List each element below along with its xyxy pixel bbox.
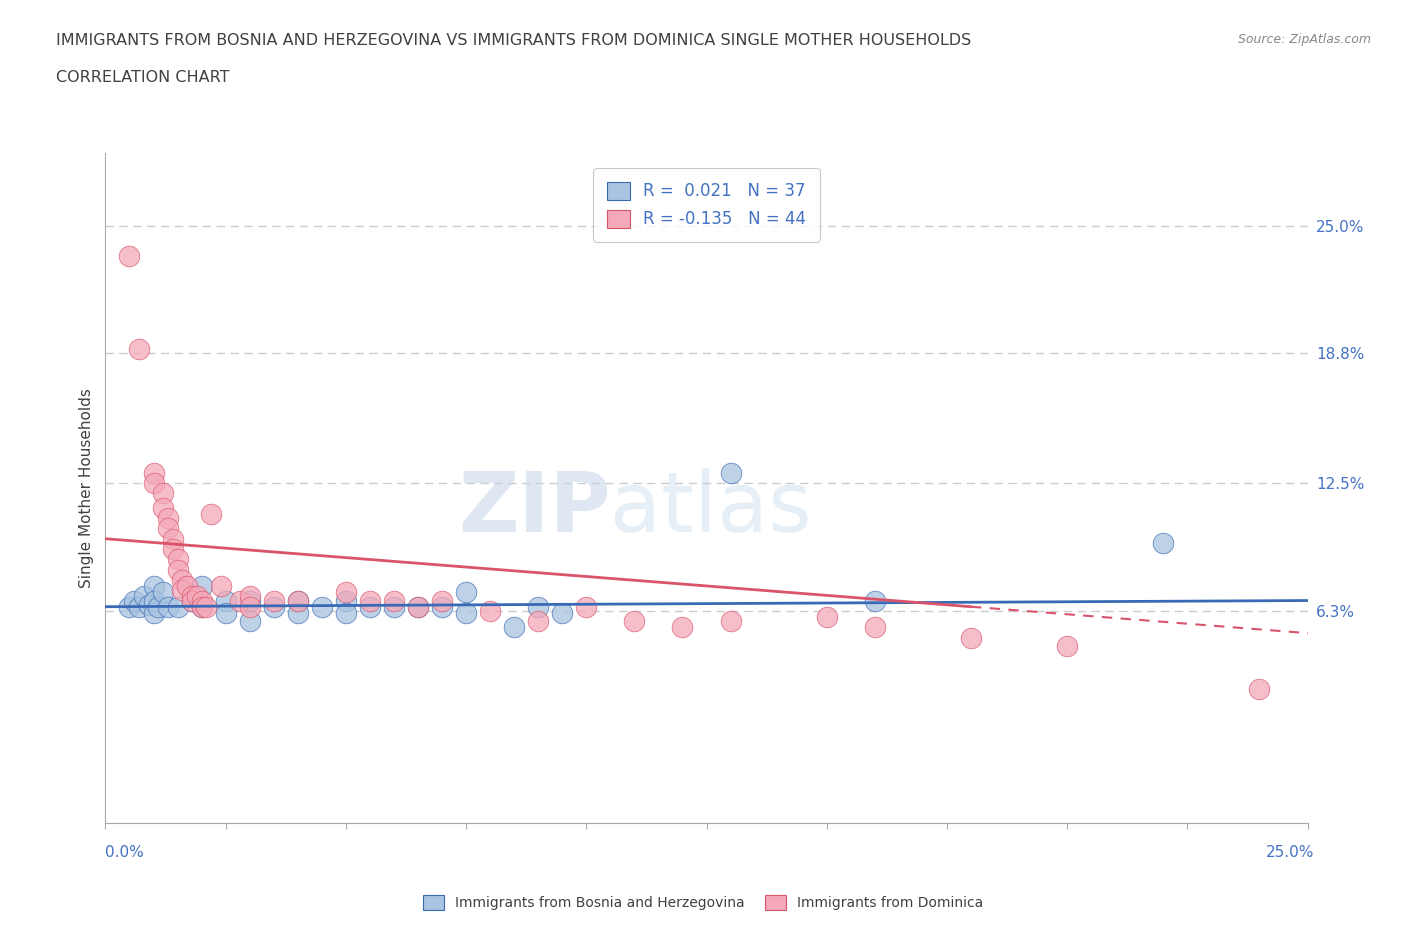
Point — [166, 551, 188, 566]
Point — [239, 614, 262, 629]
Point — [181, 593, 204, 608]
Point — [128, 599, 150, 614]
Point — [214, 593, 236, 608]
Point — [229, 593, 252, 608]
Point — [142, 593, 165, 608]
Point — [454, 585, 477, 600]
Point — [239, 589, 262, 604]
Point — [200, 507, 222, 522]
Point — [138, 597, 160, 612]
Point — [1249, 682, 1271, 697]
Point — [148, 599, 170, 614]
Point — [209, 578, 232, 593]
Point — [172, 583, 194, 598]
Text: Source: ZipAtlas.com: Source: ZipAtlas.com — [1237, 33, 1371, 46]
Point — [527, 599, 550, 614]
Point — [195, 599, 218, 614]
Point — [335, 593, 357, 608]
Point — [214, 605, 236, 620]
Point — [671, 620, 693, 635]
Point — [162, 531, 184, 546]
Legend: Immigrants from Bosnia and Herzegovina, Immigrants from Dominica: Immigrants from Bosnia and Herzegovina, … — [418, 889, 988, 916]
Point — [172, 573, 194, 588]
Point — [863, 593, 886, 608]
Point — [142, 475, 165, 490]
Point — [359, 599, 381, 614]
Point — [152, 585, 174, 600]
Point — [287, 593, 309, 608]
Point — [382, 593, 405, 608]
Point — [162, 541, 184, 556]
Point — [863, 620, 886, 635]
Y-axis label: Single Mother Households: Single Mother Households — [79, 389, 94, 588]
Point — [1152, 536, 1174, 551]
Point — [335, 585, 357, 600]
Point — [156, 511, 179, 525]
Text: atlas: atlas — [610, 468, 813, 549]
Point — [239, 593, 262, 608]
Point — [181, 589, 204, 604]
Legend: R =  0.021   N = 37, R = -0.135   N = 44: R = 0.021 N = 37, R = -0.135 N = 44 — [593, 168, 820, 242]
Text: 0.0%: 0.0% — [105, 845, 145, 860]
Point — [430, 599, 453, 614]
Point — [239, 599, 262, 614]
Point — [720, 465, 742, 480]
Point — [124, 593, 146, 608]
Point — [479, 604, 502, 618]
Text: CORRELATION CHART: CORRELATION CHART — [56, 70, 229, 85]
Point — [359, 593, 381, 608]
Point — [156, 521, 179, 536]
Point — [287, 605, 309, 620]
Point — [551, 605, 574, 620]
Point — [156, 599, 179, 614]
Point — [128, 341, 150, 356]
Point — [118, 249, 141, 264]
Point — [176, 578, 198, 593]
Point — [152, 486, 174, 501]
Point — [527, 614, 550, 629]
Point — [1056, 638, 1078, 653]
Text: ZIP: ZIP — [458, 468, 610, 549]
Point — [287, 593, 309, 608]
Text: 25.0%: 25.0% — [1267, 845, 1315, 860]
Point — [382, 599, 405, 614]
Point — [263, 593, 285, 608]
Point — [166, 599, 188, 614]
Point — [575, 599, 598, 614]
Point — [190, 599, 212, 614]
Point — [430, 593, 453, 608]
Point — [152, 500, 174, 515]
Point — [815, 609, 838, 624]
Point — [503, 620, 526, 635]
Point — [406, 599, 429, 614]
Point — [132, 589, 155, 604]
Point — [960, 631, 983, 645]
Point — [186, 589, 208, 604]
Point — [118, 599, 141, 614]
Point — [311, 599, 333, 614]
Point — [190, 593, 212, 608]
Point — [142, 465, 165, 480]
Point — [406, 599, 429, 614]
Point — [263, 599, 285, 614]
Point — [166, 563, 188, 578]
Point — [623, 614, 645, 629]
Point — [142, 605, 165, 620]
Point — [190, 578, 212, 593]
Point — [454, 605, 477, 620]
Point — [181, 593, 204, 608]
Point — [190, 599, 212, 614]
Point — [720, 614, 742, 629]
Text: IMMIGRANTS FROM BOSNIA AND HERZEGOVINA VS IMMIGRANTS FROM DOMINICA SINGLE MOTHER: IMMIGRANTS FROM BOSNIA AND HERZEGOVINA V… — [56, 33, 972, 47]
Point — [335, 605, 357, 620]
Point — [142, 578, 165, 593]
